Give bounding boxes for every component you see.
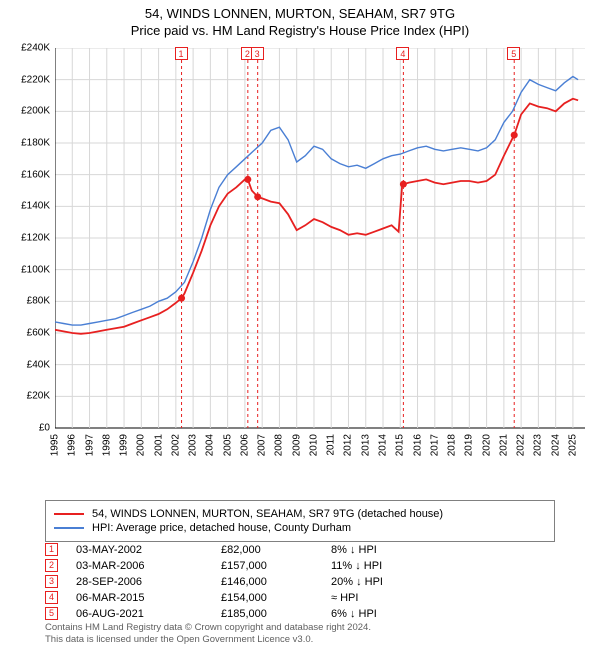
- marker-box: 4: [396, 47, 409, 60]
- footer-line-1: Contains HM Land Registry data © Crown c…: [45, 622, 555, 634]
- event-row: 1 03-MAY-2002£82,0008% ↓ HPI: [45, 543, 555, 556]
- x-axis-label: 2011: [326, 434, 337, 456]
- x-axis-label: 2019: [464, 434, 475, 456]
- footer-line-2: This data is licensed under the Open Gov…: [45, 634, 555, 646]
- event-date: 28-SEP-2006: [76, 576, 221, 588]
- event-marker-box: 4: [45, 591, 58, 604]
- event-row: 2 03-MAR-2006£157,00011% ↓ HPI: [45, 559, 555, 572]
- x-axis-label: 2015: [395, 434, 406, 456]
- y-axis-label: £140K: [0, 201, 50, 212]
- x-axis-label: 2016: [412, 434, 423, 456]
- y-axis-label: £200K: [0, 106, 50, 117]
- event-row: 4 06-MAR-2015£154,000≈ HPI: [45, 591, 555, 604]
- event-date: 03-MAR-2006: [76, 560, 221, 572]
- legend-item: HPI: Average price, detached house, Coun…: [54, 522, 546, 534]
- event-delta: ≈ HPI: [331, 592, 358, 604]
- event-marker-box: 2: [45, 559, 58, 572]
- y-axis-label: £100K: [0, 264, 50, 275]
- chart-container: 54, WINDS LONNEN, MURTON, SEAHAM, SR7 9T…: [0, 0, 600, 650]
- y-axis-label: £240K: [0, 43, 50, 54]
- marker-box: 5: [507, 47, 520, 60]
- event-delta: 11% ↓ HPI: [331, 560, 382, 572]
- event-price: £146,000: [221, 576, 331, 588]
- series-line: [55, 77, 578, 326]
- x-axis-label: 2025: [567, 434, 578, 456]
- x-axis-label: 2014: [378, 434, 389, 456]
- x-axis-label: 1997: [84, 434, 95, 456]
- y-axis-label: £80K: [0, 296, 50, 307]
- event-price: £82,000: [221, 544, 331, 556]
- y-axis-label: £0: [0, 423, 50, 434]
- event-marker-box: 5: [45, 607, 58, 620]
- x-axis-label: 1999: [119, 434, 130, 456]
- x-axis-label: 2010: [308, 434, 319, 456]
- x-axis-label: 2006: [239, 434, 250, 456]
- legend-label: 54, WINDS LONNEN, MURTON, SEAHAM, SR7 9T…: [92, 508, 443, 520]
- x-axis-label: 2004: [205, 434, 216, 456]
- event-row: 5 06-AUG-2021£185,0006% ↓ HPI: [45, 607, 555, 620]
- title-line-2: Price paid vs. HM Land Registry's House …: [0, 23, 600, 40]
- x-axis-label: 2000: [136, 434, 147, 456]
- event-marker-box: 1: [45, 543, 58, 556]
- event-delta: 6% ↓ HPI: [331, 608, 377, 620]
- event-delta: 8% ↓ HPI: [331, 544, 377, 556]
- chart-plot-area: £0£20K£40K£60K£80K£100K£120K£140K£160K£1…: [55, 48, 585, 468]
- y-axis-label: £160K: [0, 169, 50, 180]
- legend-swatch: [54, 513, 84, 515]
- x-axis-label: 2018: [447, 434, 458, 456]
- event-price: £154,000: [221, 592, 331, 604]
- x-axis-label: 2008: [274, 434, 285, 456]
- x-axis-label: 2005: [222, 434, 233, 456]
- event-date: 03-MAY-2002: [76, 544, 221, 556]
- y-axis-label: £220K: [0, 74, 50, 85]
- x-axis-label: 2002: [170, 434, 181, 456]
- events-table: 103-MAY-2002£82,0008% ↓ HPI203-MAR-2006£…: [45, 540, 555, 623]
- footer-attribution: Contains HM Land Registry data © Crown c…: [45, 622, 555, 646]
- x-axis-label: 1995: [50, 434, 61, 456]
- y-axis-label: £20K: [0, 391, 50, 402]
- x-axis-label: 2024: [550, 434, 561, 456]
- legend-label: HPI: Average price, detached house, Coun…: [92, 522, 351, 534]
- x-axis-label: 2022: [516, 434, 527, 456]
- title-line-1: 54, WINDS LONNEN, MURTON, SEAHAM, SR7 9T…: [0, 6, 600, 23]
- x-axis-label: 2012: [343, 434, 354, 456]
- event-row: 3 28-SEP-2006£146,00020% ↓ HPI: [45, 575, 555, 588]
- event-date: 06-MAR-2015: [76, 592, 221, 604]
- legend-item: 54, WINDS LONNEN, MURTON, SEAHAM, SR7 9T…: [54, 508, 546, 520]
- x-axis-label: 1996: [67, 434, 78, 456]
- x-axis-label: 2007: [257, 434, 268, 456]
- x-axis-label: 2009: [291, 434, 302, 456]
- event-delta: 20% ↓ HPI: [331, 576, 383, 588]
- y-axis-label: £180K: [0, 138, 50, 149]
- marker-box: 1: [175, 47, 188, 60]
- x-axis-label: 2021: [498, 434, 509, 456]
- y-axis-label: £120K: [0, 233, 50, 244]
- x-axis-label: 2023: [533, 434, 544, 456]
- event-marker-box: 3: [45, 575, 58, 588]
- marker-box: 3: [251, 47, 264, 60]
- x-axis-label: 2003: [188, 434, 199, 456]
- legend-box: 54, WINDS LONNEN, MURTON, SEAHAM, SR7 9T…: [45, 500, 555, 542]
- y-axis-label: £40K: [0, 359, 50, 370]
- y-axis-label: £60K: [0, 328, 50, 339]
- x-axis-label: 1998: [101, 434, 112, 456]
- x-axis-label: 2020: [481, 434, 492, 456]
- event-date: 06-AUG-2021: [76, 608, 221, 620]
- x-axis-label: 2013: [360, 434, 371, 456]
- legend-swatch: [54, 527, 84, 529]
- chart-title-block: 54, WINDS LONNEN, MURTON, SEAHAM, SR7 9T…: [0, 0, 600, 40]
- chart-svg: [55, 48, 585, 468]
- event-price: £157,000: [221, 560, 331, 572]
- event-price: £185,000: [221, 608, 331, 620]
- series-line: [55, 99, 578, 334]
- x-axis-label: 2001: [153, 434, 164, 456]
- x-axis-label: 2017: [429, 434, 440, 456]
